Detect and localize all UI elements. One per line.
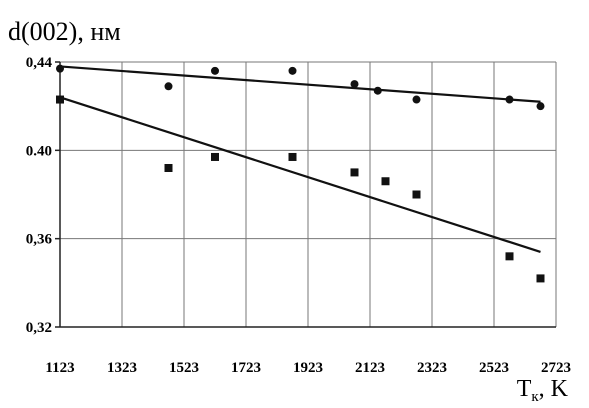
data-point-square xyxy=(505,252,514,261)
x-tick-label: 1523 xyxy=(169,360,199,376)
x-tick-label: 1923 xyxy=(293,360,323,376)
grid xyxy=(60,61,557,327)
x-tick-label: 2323 xyxy=(417,360,447,376)
data-point-circle xyxy=(164,82,173,91)
data-points xyxy=(56,64,545,283)
axes xyxy=(55,61,556,328)
y-tick-label: 0,36 xyxy=(26,232,53,248)
y-tick-labels: 0,32 0,36 0.40 0,44 xyxy=(26,55,53,336)
y-tick-label: 0,44 xyxy=(26,55,53,71)
data-point-circle xyxy=(288,66,297,75)
y-tick-label: 0.40 xyxy=(26,143,52,159)
data-point-square xyxy=(211,152,219,161)
data-point-circle xyxy=(56,64,64,73)
data-point-circle xyxy=(211,66,219,75)
data-point-circle xyxy=(505,95,514,104)
data-point-square xyxy=(381,177,390,186)
data-point-square xyxy=(288,152,297,161)
trend-line-series-1 xyxy=(59,65,541,103)
x-tick-label: 2523 xyxy=(479,360,509,376)
x-tick-label: 1123 xyxy=(45,360,74,376)
data-point-square xyxy=(164,164,173,172)
data-point-circle xyxy=(536,102,545,111)
x-axis-title-subscript: к xyxy=(531,389,539,405)
y-axis-title: d(002), нм xyxy=(8,17,121,46)
x-tick-label: 2723 xyxy=(541,360,571,376)
x-tick-label: 1323 xyxy=(107,360,137,376)
trend-line-series-2 xyxy=(59,96,541,253)
data-point-circle xyxy=(350,80,359,89)
x-tick-labels: 1123 1323 1523 1723 1923 2123 2323 2523 2723 xyxy=(45,360,571,376)
data-point-circle xyxy=(412,95,421,104)
x-axis-title-main: T xyxy=(517,376,532,402)
x-axis-title: Tк, K xyxy=(517,376,569,405)
x-axis-title-unit: , K xyxy=(539,376,569,402)
data-point-square xyxy=(536,274,545,283)
data-point-square xyxy=(350,168,359,177)
trend-lines xyxy=(59,65,541,253)
data-point-square xyxy=(56,95,64,104)
x-tick-label: 1723 xyxy=(231,360,261,376)
data-point-circle xyxy=(373,86,382,95)
data-point-square xyxy=(412,190,421,199)
y-tick-label: 0,32 xyxy=(26,320,52,336)
x-tick-label: 2123 xyxy=(355,360,385,376)
